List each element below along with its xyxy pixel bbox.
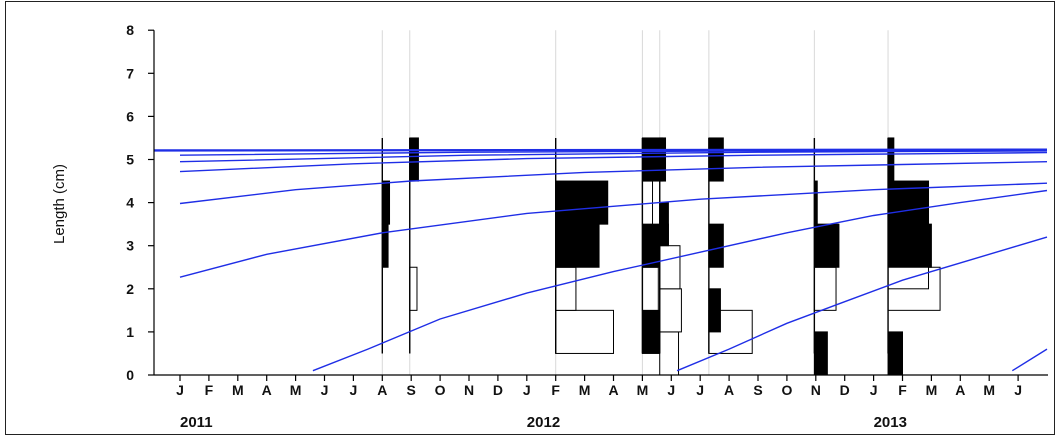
x-tick-label: A [608,382,618,398]
x-tick-label: M [290,382,302,398]
x-tick-label: J [321,382,329,398]
x-tick-label: S [753,382,762,398]
histogram-bar-white [659,245,681,290]
growth-curves [153,148,1048,372]
x-tick-label: J [350,382,358,398]
x-tick-label: J [696,382,704,398]
x-tick-label: M [232,382,244,398]
histogram-bar-white [659,288,682,333]
histogram-bar-black [555,180,609,225]
chart-frame: 0 1 2 3 4 5 6 7 8 J F M A M J J A S O N D J F M A M J J A S O N D J F M A M J 2… [5,1,1055,435]
x-tick-label: J [1014,382,1022,398]
histogram-bar-black [708,223,724,268]
x-tick-label: M [926,382,938,398]
histogram-bar-white [409,266,418,311]
histogram-bar-black [381,223,389,268]
growth-curve [312,189,1048,372]
year-label: 2013 [874,414,907,431]
x-tick-label: A [955,382,965,398]
x-tick-label: F [551,382,560,398]
growth-curve [153,148,1048,151]
x-tick-label: J [523,382,531,398]
y-tick-label: 7 [126,65,134,81]
y-tick-label: 8 [126,22,134,38]
year-label: 2011 [180,414,213,431]
histogram-bar-white [659,331,680,376]
histogram-bar-black [659,202,669,247]
length-frequency-chart: 0 1 2 3 4 5 6 7 8 J F M A M J J A S O N D J F M A M J J A S O N D J F M A M J 2… [51,22,1048,431]
growth-curve [179,151,1048,173]
year-label: 2012 [527,414,560,431]
x-tick-label: A [377,382,387,398]
histogram-bar-black [813,223,840,268]
growth-curve [676,236,1048,372]
histogram-bar-white [813,266,837,311]
y-tick-label: 1 [126,324,134,340]
growth-curve [179,182,1048,278]
growth-curve [1011,348,1048,372]
axes: 0 1 2 3 4 5 6 7 8 J F M A M J J A S O N D J F M A M J J A S O N D J F M A M J 2… [126,22,1048,431]
histogram-bar-black [887,137,895,182]
histogram-bar-white [555,266,577,311]
histogram-bar-black [813,331,828,376]
growth-curve [179,149,1048,156]
x-tick-label: D [840,382,850,398]
growth-curve [179,161,1048,205]
x-tick-label: J [667,382,675,398]
x-tick-label: N [811,382,821,398]
x-tick-label: M [983,382,995,398]
x-tick-label: N [464,382,474,398]
x-tick-label: J [870,382,878,398]
x-tick-label: A [262,382,272,398]
x-tick-label: A [724,382,734,398]
sample-date-gridlines [381,30,889,375]
x-tick-label: O [781,382,792,398]
x-tick-label: S [407,382,416,398]
y-axis-label: Length (cm) [51,164,68,244]
histogram-bar-black [708,137,724,182]
histogram-bar-white [555,309,615,354]
y-tick-label: 2 [126,281,134,297]
x-tick-label: M [637,382,649,398]
histogram-bar-black [409,137,419,182]
histogram-bar-black [887,331,903,376]
x-tick-label: J [176,382,184,398]
x-tick-label: O [435,382,446,398]
y-tick-label: 0 [126,367,134,383]
x-tick-label: D [493,382,503,398]
histogram-bar-black [887,223,932,268]
histogram-bar-black [381,180,391,225]
y-tick-label: 3 [126,238,134,254]
histogram-bar-black [555,223,600,268]
length-frequency-histograms [381,137,941,376]
y-tick-label: 5 [126,152,134,168]
x-tick-label: F [205,382,214,398]
x-tick-label: F [898,382,907,398]
histogram-bar-white [641,266,659,311]
histogram-bar-black [659,137,667,182]
y-tick-label: 4 [126,195,134,211]
x-tick-label: M [579,382,591,398]
histogram-bar-black [708,288,721,333]
y-tick-label: 6 [126,108,134,124]
growth-curve [179,150,1048,163]
